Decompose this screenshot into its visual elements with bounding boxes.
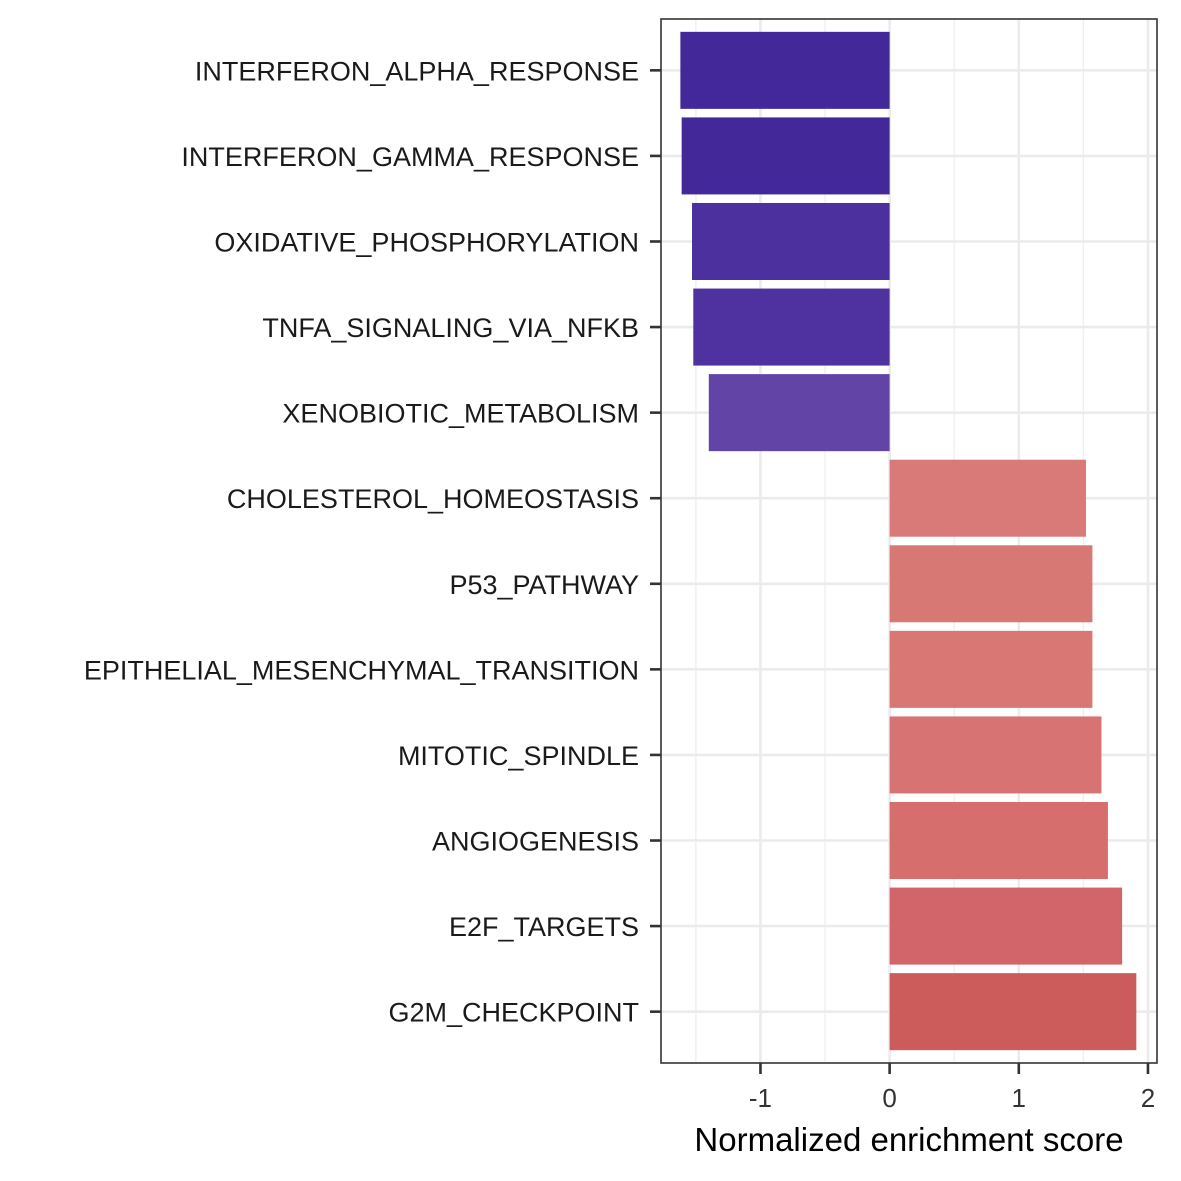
- bar: [889, 973, 1137, 1051]
- y-tick-label: E2F_TARGETS: [449, 912, 639, 942]
- y-tick-label: EPITHELIAL_MESENCHYMAL_TRANSITION: [84, 655, 639, 685]
- y-tick-label: MITOTIC_SPINDLE: [398, 741, 639, 771]
- panel-border: [660, 18, 1158, 1064]
- bar: [889, 459, 1086, 537]
- x-tick-label: 2: [1141, 1083, 1155, 1113]
- bar: [889, 630, 1093, 708]
- y-tick-label: TNFA_SIGNALING_VIA_NFKB: [262, 313, 639, 343]
- y-tick-label: ANGIOGENESIS: [432, 827, 639, 857]
- bar: [680, 31, 890, 109]
- bar: [889, 887, 1123, 965]
- y-tick-label: XENOBIOTIC_METABOLISM: [282, 399, 639, 429]
- y-tick-label: INTERFERON_ALPHA_RESPONSE: [195, 56, 639, 86]
- bars: [680, 31, 1137, 1051]
- x-axis-title: Normalized enrichment score: [694, 1121, 1123, 1158]
- bar: [889, 545, 1093, 623]
- bar: [693, 288, 890, 366]
- y-axis: INTERFERON_ALPHA_RESPONSE INTERFERON_GAMM…: [84, 56, 661, 1028]
- bar: [681, 117, 890, 195]
- bar: [708, 374, 890, 452]
- y-tick-label: OXIDATIVE_PHOSPHORYLATION: [214, 227, 639, 257]
- bar: [692, 202, 890, 280]
- bar: [889, 716, 1102, 794]
- bar: [889, 802, 1108, 880]
- x-tick-label: 1: [1012, 1083, 1026, 1113]
- x-tick-label: 0: [882, 1083, 896, 1113]
- x-axis: -1 0 1 2: [749, 1063, 1155, 1113]
- y-tick-label: CHOLESTEROL_HOMEOSTASIS: [227, 484, 639, 514]
- x-tick-label: -1: [749, 1083, 772, 1113]
- y-tick-label: P53_PATHWAY: [449, 570, 639, 600]
- y-tick-label: INTERFERON_GAMMA_RESPONSE: [181, 142, 639, 172]
- y-tick-label: G2M_CHECKPOINT: [388, 998, 639, 1028]
